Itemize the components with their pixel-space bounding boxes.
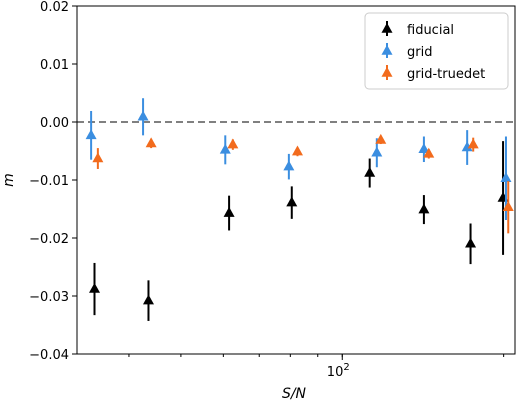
data-point (227, 138, 239, 149)
data-point (137, 110, 149, 121)
legend-marker (381, 22, 393, 33)
data-point (286, 196, 298, 207)
y-tick-label: 0.01 (40, 58, 69, 73)
data-point (371, 146, 383, 157)
data-point (418, 203, 430, 214)
data-point (418, 143, 430, 154)
legend-entry-grid: grid (381, 43, 432, 60)
legend-label: grid (407, 45, 432, 60)
y-tick-label: 0.00 (40, 116, 69, 131)
data-point (223, 206, 235, 217)
y-tick-label: −0.01 (29, 174, 69, 189)
series-grid-truedet (92, 133, 514, 234)
data-point (283, 160, 295, 171)
legend-label: grid-truedet (407, 67, 485, 82)
legend-label: fiducial (407, 23, 454, 38)
legend: fiducial grid grid-truedet (364, 12, 509, 90)
y-tick-label: 0.02 (40, 0, 69, 15)
x-axis-label: S/N (282, 386, 307, 402)
data-point (461, 141, 473, 152)
legend-entry-fiducial: fiducial (381, 21, 454, 38)
legend-entry-grid-truedet: grid-truedet (381, 65, 485, 82)
data-point (375, 133, 387, 144)
data-point (502, 201, 514, 212)
series-fiducial (89, 141, 509, 321)
legend-box (364, 12, 509, 90)
legend-marker (381, 66, 393, 77)
axes: 0.02 0.01 0.00 −0.01 −0.02 −0.03 −0.04 102 (29, 0, 505, 380)
data-point (85, 129, 97, 140)
data-point (291, 145, 303, 156)
data-point (465, 237, 477, 248)
data-point (500, 172, 512, 183)
y-axis-label: m (1, 173, 17, 187)
plot-area (77, 98, 515, 321)
data-point (364, 166, 376, 177)
data-point (142, 294, 154, 305)
data-point (145, 137, 157, 148)
x-tick-label: 102 (327, 362, 350, 380)
data-point (423, 147, 435, 158)
data-point (467, 138, 479, 149)
y-tick-label: −0.02 (29, 232, 69, 247)
data-point (219, 143, 231, 154)
legend-marker (381, 44, 393, 55)
y-tick-label: −0.03 (29, 290, 69, 305)
data-point (89, 282, 101, 293)
y-tick-label: −0.04 (29, 348, 69, 363)
data-point (92, 152, 104, 163)
series-grid (85, 98, 512, 221)
